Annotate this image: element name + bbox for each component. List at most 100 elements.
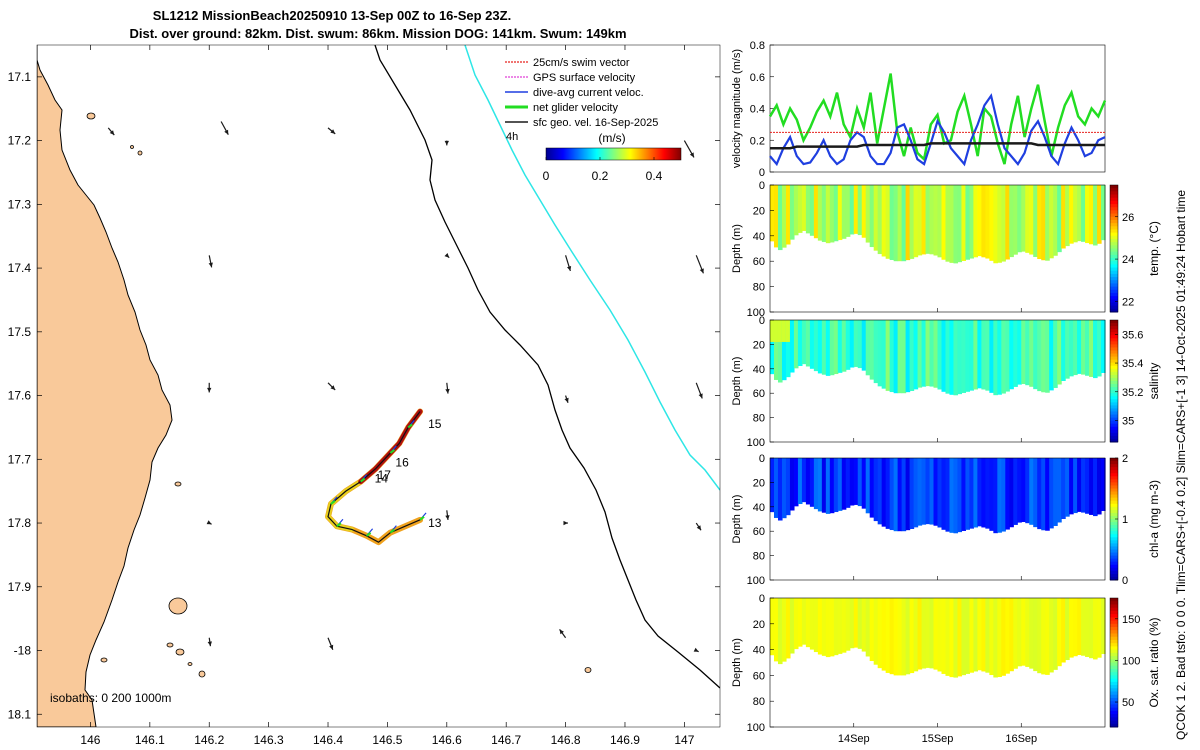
section-colorbar-cell (1110, 429, 1118, 434)
section-colorbar-cell (1110, 534, 1118, 538)
section-cell (813, 598, 819, 653)
section-colorbar-cell (1110, 707, 1118, 712)
section-colorbar-cell (1110, 458, 1118, 462)
net-velocity-vector (389, 449, 395, 454)
section-colorbar-cell (1110, 531, 1118, 535)
section-x-tick-label: 16Sep (1005, 733, 1037, 745)
section-colorbar-cell (1110, 525, 1118, 529)
section-cell (829, 185, 835, 243)
section-colorbar-cell (1110, 604, 1118, 609)
section-y-tick-label: 0 (759, 315, 765, 327)
section-cell (1085, 320, 1090, 376)
section-cell (893, 320, 899, 394)
section-cell (945, 320, 951, 394)
section-cell (913, 185, 919, 258)
section-cell (853, 598, 859, 648)
section-cell (1073, 320, 1078, 376)
island (174, 481, 182, 487)
section-cell (1093, 320, 1098, 379)
section-colorbar-cell (1110, 273, 1118, 278)
net-velocity-vector (360, 477, 366, 483)
section-cell (1077, 458, 1082, 512)
section-colorbar-cell (1110, 665, 1118, 670)
section-cell (881, 185, 887, 257)
section-cell (797, 598, 803, 647)
section-colorbar-cell (1110, 248, 1118, 253)
section-colorbar-cell (1110, 519, 1118, 523)
section-colorbar-cell (1110, 567, 1118, 572)
section-cell (973, 598, 978, 672)
section-colorbar-cell (1110, 242, 1118, 246)
section-colorbar-cell (1110, 643, 1118, 647)
section-cell (1081, 458, 1086, 513)
section-cell (897, 598, 903, 676)
section-colorbar-cell (1110, 476, 1118, 480)
section-colorbar-cell (1110, 216, 1118, 221)
section-cell (905, 320, 911, 393)
section-cell (953, 185, 959, 264)
section-colorbar-cell (1110, 204, 1118, 208)
section-cell (777, 185, 783, 251)
section-colorbar-cell (1110, 377, 1118, 382)
section-y-tick-label: 40 (753, 502, 765, 514)
section-colorbar-cell (1110, 320, 1118, 324)
section-cell (945, 458, 951, 532)
section-cell (973, 185, 978, 258)
section-cell (1013, 458, 1018, 525)
section-cell (1089, 458, 1094, 515)
section-colorbar-cell (1110, 405, 1118, 409)
section-cell (949, 185, 955, 263)
section-colorbar-tick-label: 150 (1122, 614, 1140, 626)
day-label: 14 (375, 471, 389, 485)
section-colorbar-cell (1110, 359, 1118, 364)
section-cell (873, 598, 879, 665)
section-cell (965, 185, 971, 260)
velocity-y-tick-label: 0 (759, 167, 765, 179)
section-colorbar-cell (1110, 292, 1118, 297)
section-cell (985, 458, 990, 529)
section-cell (797, 185, 803, 233)
section-cell (873, 458, 879, 522)
section-cell (1089, 185, 1094, 245)
section-cell (873, 320, 879, 384)
section-x-tick-label: 14Sep (838, 733, 870, 745)
section-colorbar-cell (1110, 393, 1118, 397)
section-colorbar-cell (1110, 607, 1118, 612)
section-cell (849, 598, 855, 649)
section-cell (1085, 458, 1090, 514)
section-colorbar-cell (1110, 435, 1118, 440)
velocity-y-tick-label: 0.6 (750, 72, 765, 84)
section-colorbar-cell (1110, 522, 1118, 526)
section-cell (981, 458, 986, 528)
map-x-tick-label: 146.9 (610, 733, 640, 747)
section-cell (933, 458, 939, 526)
section-cell (1041, 458, 1046, 531)
figure-title-line1: SL1212 MissionBeach20250910 13-Sep 00Z t… (153, 8, 511, 23)
section-y-tick-label: 60 (753, 388, 765, 400)
section-cell (1057, 598, 1062, 667)
section-cell (957, 185, 963, 263)
section-colorbar-cell (1110, 610, 1118, 615)
isobaths-label: isobaths: 0 200 1000m (50, 691, 171, 705)
section-cell (877, 185, 883, 255)
legend-label: 25cm/s swim vector (533, 57, 630, 69)
section-cell (881, 598, 887, 671)
coastline-land (37, 45, 173, 727)
section-cell (1001, 185, 1006, 262)
section-cell (1081, 185, 1086, 242)
section-panel: 0 20 40 60 80 100 Depth (m) 22 24 26 temp. (°C) (731, 180, 1161, 319)
section-cell (893, 185, 899, 262)
section-colorbar-cell (1110, 694, 1118, 699)
section-cell (1077, 598, 1082, 656)
day-label: 15 (428, 417, 442, 431)
section-cell (997, 458, 1002, 533)
section-cell (853, 320, 859, 367)
day-label: 13 (428, 516, 442, 530)
section-cell (929, 185, 935, 255)
island (166, 642, 174, 648)
section-colorbar-cell (1110, 494, 1118, 499)
section-cell (965, 458, 971, 530)
section-y-tick-label: 0 (759, 180, 765, 192)
section-cell (909, 320, 915, 391)
